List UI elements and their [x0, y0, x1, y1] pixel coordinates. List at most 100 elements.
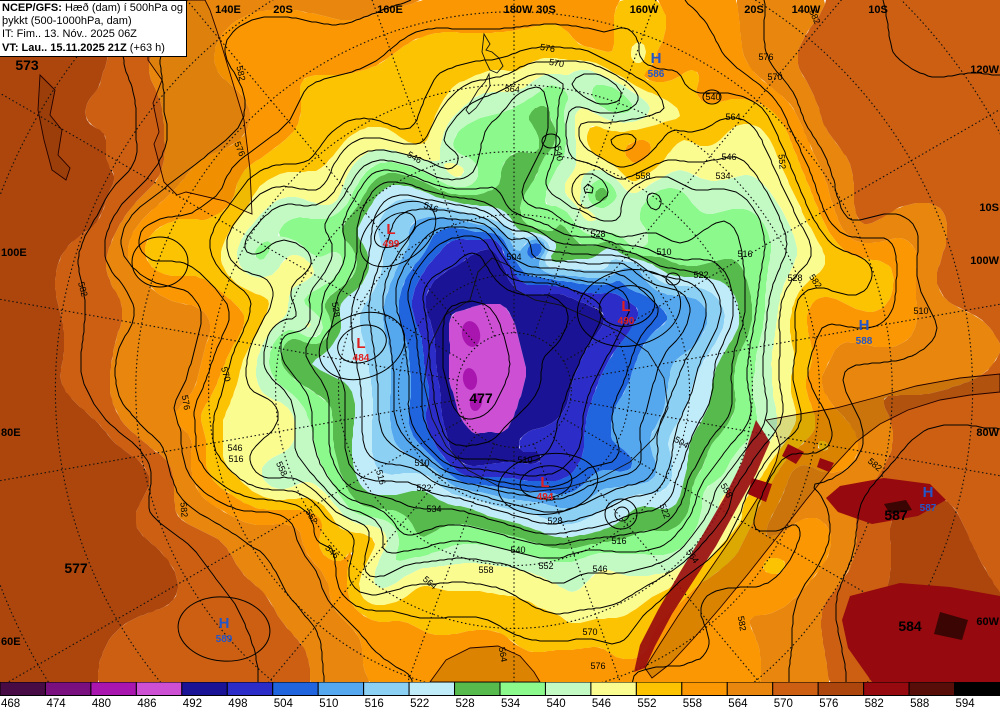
- svg-text:522: 522: [410, 698, 429, 709]
- svg-text:552: 552: [637, 698, 656, 709]
- svg-text:516: 516: [422, 200, 440, 215]
- svg-text:576: 576: [590, 661, 605, 671]
- svg-text:140W: 140W: [792, 4, 821, 16]
- svg-text:586: 586: [648, 69, 665, 80]
- svg-text:576: 576: [758, 52, 773, 62]
- svg-text:180W: 180W: [504, 4, 533, 16]
- svg-text:L: L: [386, 221, 395, 238]
- svg-text:528: 528: [787, 273, 802, 283]
- svg-text:H: H: [651, 50, 662, 67]
- svg-text:594: 594: [956, 698, 976, 709]
- svg-text:582: 582: [178, 502, 189, 518]
- svg-text:570: 570: [767, 72, 782, 82]
- svg-text:499: 499: [383, 239, 400, 250]
- svg-text:494: 494: [537, 492, 554, 503]
- svg-text:516: 516: [228, 454, 243, 464]
- svg-text:528: 528: [547, 516, 562, 526]
- svg-text:30S: 30S: [536, 4, 556, 16]
- svg-text:516: 516: [737, 249, 752, 259]
- svg-text:570: 570: [774, 698, 793, 709]
- svg-text:587: 587: [920, 503, 937, 514]
- svg-text:564: 564: [725, 112, 740, 122]
- svg-text:480: 480: [92, 698, 111, 709]
- svg-text:570: 570: [548, 57, 565, 69]
- svg-text:528: 528: [590, 229, 605, 239]
- svg-text:80E: 80E: [1, 427, 21, 439]
- svg-text:516: 516: [611, 536, 626, 546]
- svg-text:L: L: [540, 474, 549, 491]
- svg-text:577: 577: [64, 560, 88, 576]
- svg-text:522: 522: [658, 502, 673, 520]
- svg-text:576: 576: [539, 42, 556, 54]
- svg-text:474: 474: [47, 698, 67, 709]
- svg-text:576: 576: [180, 394, 192, 411]
- svg-text:10S: 10S: [979, 202, 999, 214]
- svg-text:570: 570: [219, 366, 233, 383]
- svg-text:486: 486: [137, 698, 156, 709]
- svg-text:584: 584: [898, 618, 922, 634]
- svg-text:510: 510: [656, 247, 671, 257]
- svg-text:498: 498: [228, 698, 247, 709]
- svg-text:540: 540: [705, 92, 720, 102]
- svg-text:120W: 120W: [970, 64, 999, 76]
- svg-text:558: 558: [635, 171, 650, 181]
- svg-text:546: 546: [592, 698, 611, 709]
- svg-text:468: 468: [1, 698, 20, 709]
- svg-text:L: L: [621, 298, 630, 315]
- svg-text:522: 522: [416, 483, 431, 493]
- svg-text:552: 552: [776, 154, 787, 170]
- svg-text:540: 540: [547, 698, 566, 709]
- svg-text:H: H: [859, 317, 870, 334]
- svg-text:484: 484: [353, 353, 370, 364]
- svg-text:546: 546: [592, 564, 607, 574]
- svg-text:H: H: [923, 484, 934, 501]
- svg-text:510: 510: [414, 458, 429, 468]
- svg-text:140E: 140E: [215, 4, 241, 16]
- svg-text:477: 477: [469, 390, 493, 406]
- svg-text:522: 522: [693, 270, 708, 280]
- svg-text:564: 564: [497, 646, 509, 663]
- svg-text:516: 516: [365, 698, 384, 709]
- svg-text:160E: 160E: [377, 4, 403, 16]
- svg-text:588: 588: [910, 698, 929, 709]
- svg-text:20S: 20S: [273, 4, 293, 16]
- svg-text:492: 492: [183, 698, 202, 709]
- svg-text:540: 540: [553, 145, 565, 162]
- svg-text:564: 564: [728, 698, 748, 709]
- svg-text:589: 589: [216, 634, 233, 645]
- svg-text:100E: 100E: [1, 247, 27, 259]
- svg-text:534: 534: [501, 698, 521, 709]
- svg-text:564: 564: [504, 83, 520, 94]
- svg-text:587: 587: [884, 507, 908, 523]
- svg-text:10S: 10S: [868, 4, 888, 16]
- svg-text:582: 582: [234, 65, 247, 82]
- svg-text:546: 546: [227, 443, 242, 453]
- svg-text:60E: 60E: [1, 636, 21, 648]
- svg-text:558: 558: [478, 565, 493, 575]
- svg-text:H: H: [219, 615, 230, 632]
- svg-text:558: 558: [683, 698, 702, 709]
- svg-text:504: 504: [506, 252, 521, 262]
- svg-text:510: 510: [517, 455, 532, 465]
- svg-text:582: 582: [865, 698, 884, 709]
- svg-text:100W: 100W: [970, 255, 999, 267]
- svg-text:540: 540: [510, 545, 525, 555]
- svg-text:582: 582: [736, 615, 748, 632]
- svg-text:528: 528: [330, 301, 342, 318]
- svg-text:582: 582: [76, 281, 90, 298]
- svg-text:20S: 20S: [744, 4, 764, 16]
- svg-text:573: 573: [15, 57, 39, 73]
- svg-text:534: 534: [426, 504, 441, 514]
- svg-text:L: L: [356, 335, 365, 352]
- svg-text:528: 528: [456, 698, 475, 709]
- svg-text:588: 588: [856, 336, 873, 347]
- svg-text:534: 534: [715, 171, 730, 181]
- svg-text:160W: 160W: [630, 4, 659, 16]
- svg-text:510: 510: [913, 306, 928, 316]
- svg-text:510: 510: [319, 698, 338, 709]
- svg-text:60W: 60W: [976, 616, 999, 628]
- svg-text:552: 552: [538, 561, 553, 571]
- svg-text:80W: 80W: [976, 427, 999, 439]
- svg-text:570: 570: [582, 627, 597, 637]
- svg-text:504: 504: [274, 698, 294, 709]
